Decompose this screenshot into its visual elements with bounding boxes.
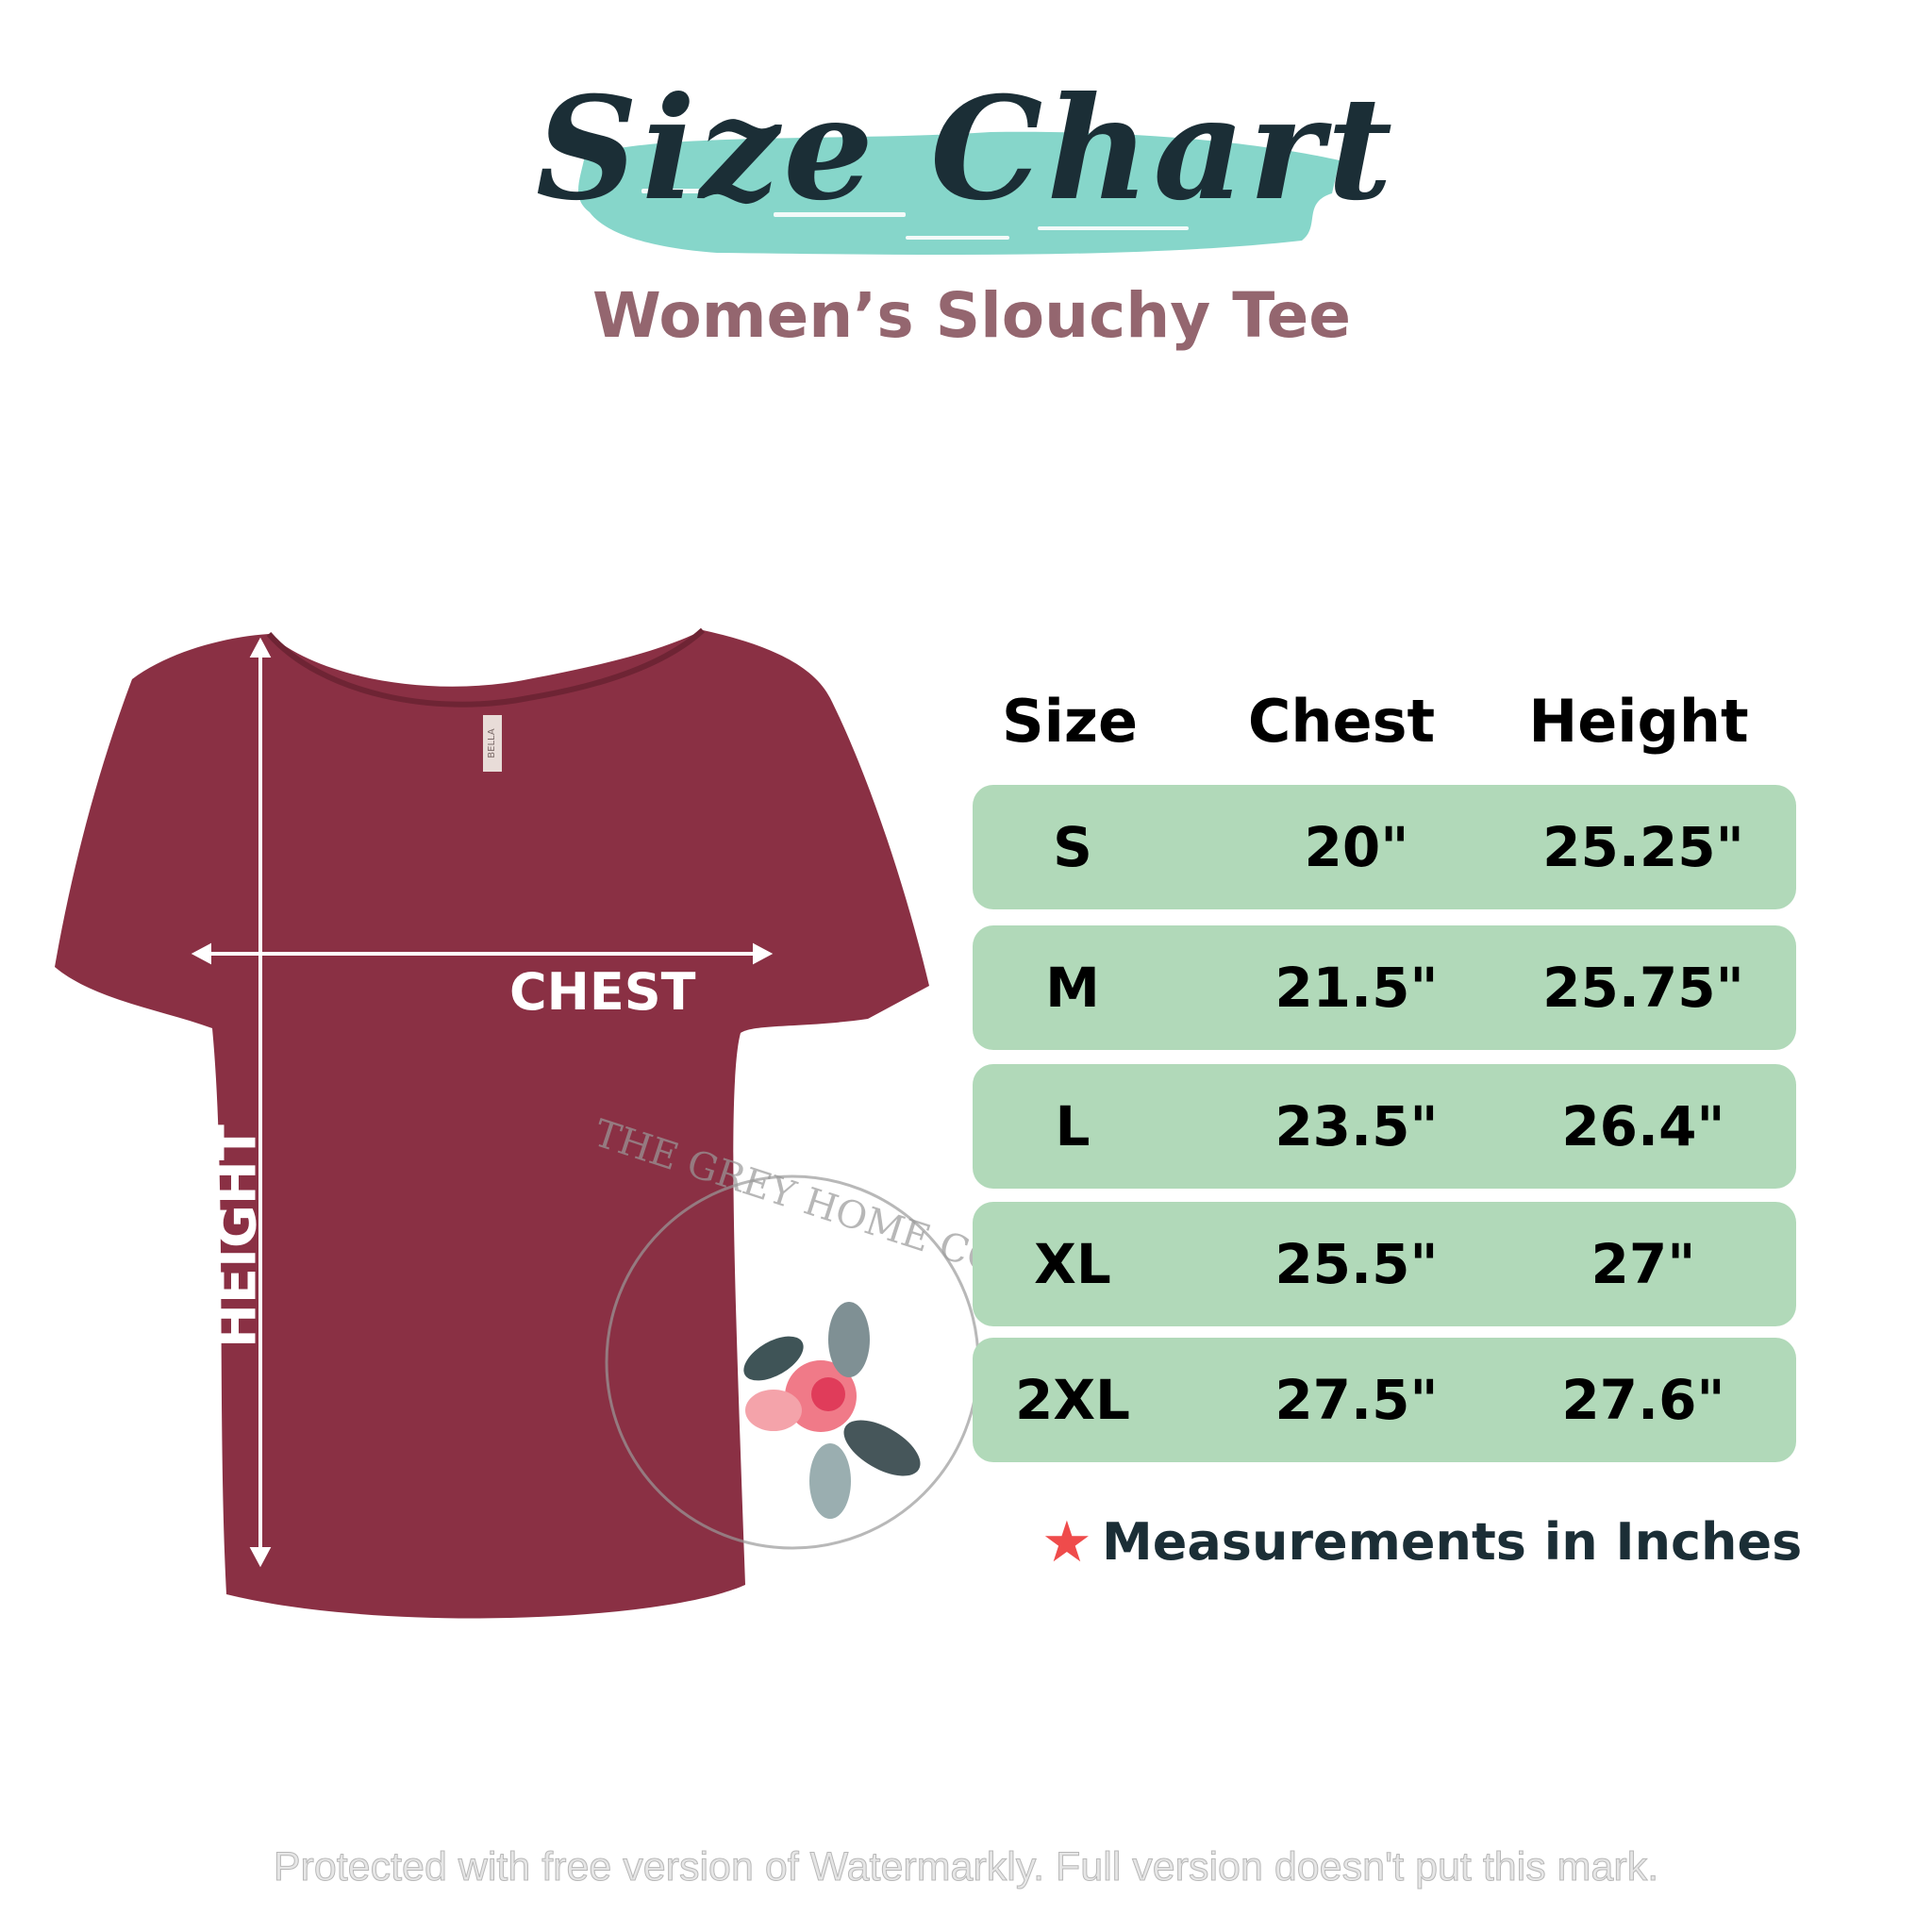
chest-cell: 27.5" — [1274, 1368, 1439, 1432]
table-row: M 21.5" 25.75" — [973, 925, 1796, 1050]
tshirt-image — [55, 630, 929, 1619]
brush-stroke — [578, 131, 1340, 256]
watermark-text: Protected with free version of Watermark… — [273, 1844, 1659, 1890]
header-height: Height — [1528, 687, 1749, 756]
chest-cell: 23.5" — [1274, 1094, 1439, 1158]
chest-arrow — [191, 942, 774, 965]
chest-cell: 25.5" — [1274, 1232, 1439, 1296]
size-cell: L — [1055, 1094, 1091, 1158]
star-icon: ★ — [1041, 1509, 1092, 1575]
height-cell: 27.6" — [1561, 1368, 1725, 1432]
shirt-tag — [483, 715, 502, 772]
header-size: Size — [1001, 687, 1139, 756]
table-row: S 20" 25.25" — [973, 785, 1796, 909]
size-cell: 2XL — [1014, 1368, 1131, 1432]
height-cell: 25.75" — [1542, 956, 1744, 1020]
brush-texture — [641, 189, 1189, 240]
shirt-tag-text: BELLA — [487, 728, 497, 758]
brand-logo-watermark — [605, 1174, 980, 1550]
page-title: Size Chart — [535, 66, 1397, 232]
height-arrow — [249, 637, 272, 1568]
header-chest: Chest — [1247, 687, 1436, 756]
chest-cell: 20" — [1304, 815, 1409, 879]
chest-label: CHEST — [509, 962, 696, 1022]
chest-cell: 21.5" — [1274, 956, 1439, 1020]
size-cell: XL — [1034, 1232, 1111, 1296]
page-subtitle: Women’s Slouchy Tee — [591, 279, 1352, 352]
measurement-note: Measurements in Inches — [1102, 1512, 1803, 1572]
shirt-collar — [266, 627, 706, 708]
height-cell: 27" — [1591, 1232, 1696, 1296]
table-row: XL 25.5" 27" — [973, 1202, 1796, 1326]
size-cell: S — [1053, 815, 1092, 879]
table-row: 2XL 27.5" 27.6" — [973, 1338, 1796, 1462]
table-row: L 23.5" 26.4" — [973, 1064, 1796, 1189]
height-label: HEIGHT — [207, 1124, 269, 1348]
size-cell: M — [1045, 956, 1100, 1020]
height-cell: 26.4" — [1561, 1094, 1725, 1158]
height-cell: 25.25" — [1542, 815, 1744, 879]
